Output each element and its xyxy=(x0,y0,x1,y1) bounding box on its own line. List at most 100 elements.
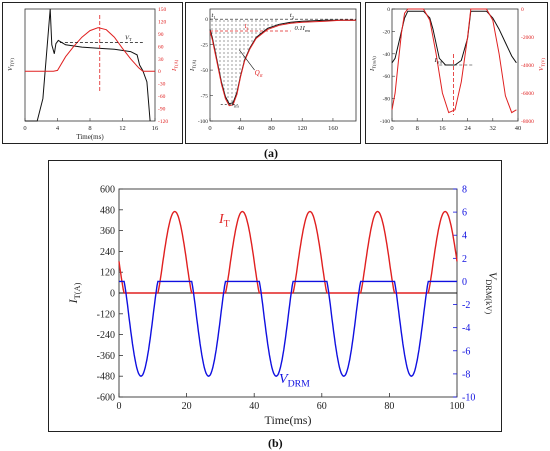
a3-y-left-tick-label: -60 xyxy=(383,74,391,80)
b-y-left-tick-label: -600 xyxy=(97,393,115,404)
caption-a: (a) xyxy=(264,146,278,160)
a1-x-axis-label: Time(ms) xyxy=(76,133,104,141)
a3-x-tick-label: 40 xyxy=(515,125,522,132)
a3-y-left-tick-label: -100 xyxy=(380,119,390,125)
b-it-label: IT xyxy=(218,212,230,230)
a2-ts-annotation: ts xyxy=(245,22,249,32)
a2-y-tick-label: -75 xyxy=(201,94,209,100)
a2-x-tick-label: 160 xyxy=(328,125,338,132)
a1-series-line-1 xyxy=(25,27,155,72)
a1-x-tick-label: 4 xyxy=(56,125,60,132)
a2-01irm-annotation: 0.1Irm xyxy=(295,25,311,33)
a2-y-tick-label: -25 xyxy=(201,43,209,49)
b-x-tick-label: 20 xyxy=(182,401,192,412)
b-y-right-tick-label: 2 xyxy=(462,254,467,265)
a3-x-tick-label: 32 xyxy=(490,125,497,132)
a1-y-right-tick-label: -120 xyxy=(158,119,168,125)
subplot-a3: 0 8 16 24 32 40 -100 -80 -60 -40 -20 0 -8000 -6000 -40… xyxy=(365,2,548,144)
b-y-left-tick-label: -120 xyxy=(97,309,115,320)
a3-x-tick-label: 0 xyxy=(390,125,393,132)
a2-plot-frame xyxy=(209,8,357,122)
a1-y-right-tick-label: 150 xyxy=(158,7,167,13)
a2-x-tick-label: 0 xyxy=(208,125,211,132)
b-y-right-tick-label: 4 xyxy=(462,231,467,242)
b-y-right-axis-label: VDRM(kV) xyxy=(484,272,500,314)
b-y-right-tick-label: -2 xyxy=(462,300,470,311)
a1-y-left-axis-label: VT(V) xyxy=(7,57,15,71)
b-x-tick-label: 100 xyxy=(450,401,465,412)
a1-y-right-tick-label: 30 xyxy=(158,57,164,63)
a2-y-tick-label: -100 xyxy=(198,119,208,125)
a3-y-left-axis-label: IT(mA) xyxy=(369,56,377,72)
a1-y-right-tick-label: -30 xyxy=(158,82,166,88)
a3-y-left-tick-label: 0 xyxy=(387,7,390,13)
b-x-tick-label: 80 xyxy=(384,401,394,412)
subplot-b: 0 20 40 60 80 100 -600 -480 -360 -240 -120 0 120 240 3… xyxy=(48,160,502,432)
b-y-right-tick-label: -6 xyxy=(462,346,470,357)
a3-series-line-1 xyxy=(391,8,517,114)
a1-y-right-tick-label: -90 xyxy=(158,107,166,113)
b-x-tick-label: 60 xyxy=(317,401,327,412)
b-y-left-tick-label: 480 xyxy=(100,205,115,216)
a2-y-axis-label: IT(A) xyxy=(189,59,197,72)
a2-qrr-pointer xyxy=(238,49,255,71)
b-x-tick-label: 40 xyxy=(249,401,259,412)
a2-qrr-annotation: Qrr xyxy=(255,69,264,79)
a2-x-tick-label: 80 xyxy=(268,125,275,132)
a1-x-tick-label: 8 xyxy=(88,125,91,132)
a2-qrr-area xyxy=(210,19,280,104)
a3-plot-frame xyxy=(391,8,519,122)
a1-x-tick-label: 0 xyxy=(23,125,26,132)
b-y-left-tick-label: 120 xyxy=(100,268,115,279)
a3-x-tick-label: 8 xyxy=(416,125,419,132)
b-y-right-tick-label: -8 xyxy=(462,369,470,380)
a3-y-right-tick-label: 0 xyxy=(521,7,524,13)
a1-y-right-tick-label: 120 xyxy=(158,19,167,25)
subplot-a1: 0 4 8 12 16 -120 -90 -60 -30 0 30 60 90 120 150 Time(ms… xyxy=(2,2,183,144)
a3-x-tick-label: 24 xyxy=(464,125,471,132)
b-y-left-tick-label: 240 xyxy=(100,247,115,258)
a1-series-line-0 xyxy=(25,8,151,122)
a2-irm-annotation: Irm xyxy=(231,101,240,109)
a1-plot-frame xyxy=(24,8,156,122)
a2-x-tick-label: 120 xyxy=(297,125,307,132)
a1-y-right-tick-label: -60 xyxy=(158,94,166,100)
a3-y-left-tick-label: -80 xyxy=(383,97,391,103)
b-y-right-tick-label: 6 xyxy=(462,208,467,219)
a3-y-right-axis-label: VT(V) xyxy=(538,57,546,71)
b-series-line-IT xyxy=(118,210,458,294)
subplot-a2: 0 40 80 120 160 -100 -75 -50 -25 0 IT(A) ts t1 t2 0.1I… xyxy=(185,2,361,144)
b-y-left-tick-label: 600 xyxy=(100,185,115,196)
b-y-right-tick-label: 0 xyxy=(462,277,467,288)
a3-y-right-tick-label: -2000 xyxy=(521,35,534,41)
a1-x-tick-label: 12 xyxy=(119,125,126,132)
b-series-line-VDRM xyxy=(119,280,457,377)
a1-x-tick-label: 16 xyxy=(152,125,159,132)
a2-x-tick-label: 40 xyxy=(237,125,244,132)
a2-t1-annotation: t1 xyxy=(212,12,216,20)
b-x-tick-label: 0 xyxy=(117,401,122,412)
a1-vt-annotation: VT xyxy=(125,35,132,43)
b-y-right-tick-label: 8 xyxy=(462,185,467,196)
chart-a2-svg: 0 40 80 120 160 -100 -75 -50 -25 0 IT(A) ts t1 t20.1I… xyxy=(189,8,357,132)
b-y-left-axis-label: IT(A) xyxy=(66,282,82,304)
chart-a1-svg: 0 4 8 12 16-120 -90 -60 -30 0 30 60 90 120 150 Time(ms… xyxy=(7,7,179,141)
caption-b: (b) xyxy=(268,436,283,450)
a1-y-right-axis-label: IT(A) xyxy=(171,59,179,72)
a3-y-left-tick-label: -40 xyxy=(383,52,391,58)
b-y-left-tick-label: 0 xyxy=(110,289,115,300)
a3-x-tick-label: 16 xyxy=(439,125,446,132)
b-y-left-tick-label: -480 xyxy=(97,372,115,383)
a2-y-tick-label: 0 xyxy=(205,17,208,23)
b-x-axis-label: Time(ms) xyxy=(265,413,312,427)
b-y-right-tick-label: -4 xyxy=(462,323,470,334)
a3-irrd-annotation: Irrd xyxy=(434,57,443,65)
a3-y-left-tick-label: -20 xyxy=(383,29,391,35)
a1-y-right-tick-label: 90 xyxy=(158,32,164,38)
a1-y-right-tick-label: 0 xyxy=(158,69,161,75)
a3-y-right-tick-label: -6000 xyxy=(521,91,534,97)
a3-series-line-0 xyxy=(391,10,517,66)
b-y-left-tick-label: 360 xyxy=(100,226,115,237)
a2-y-tick-label: -50 xyxy=(201,68,209,74)
chart-a3-svg: 0 8 16 24 32 40 -100 -80 -60 -40 -20 0 -8000 -6000 -40… xyxy=(369,7,546,132)
